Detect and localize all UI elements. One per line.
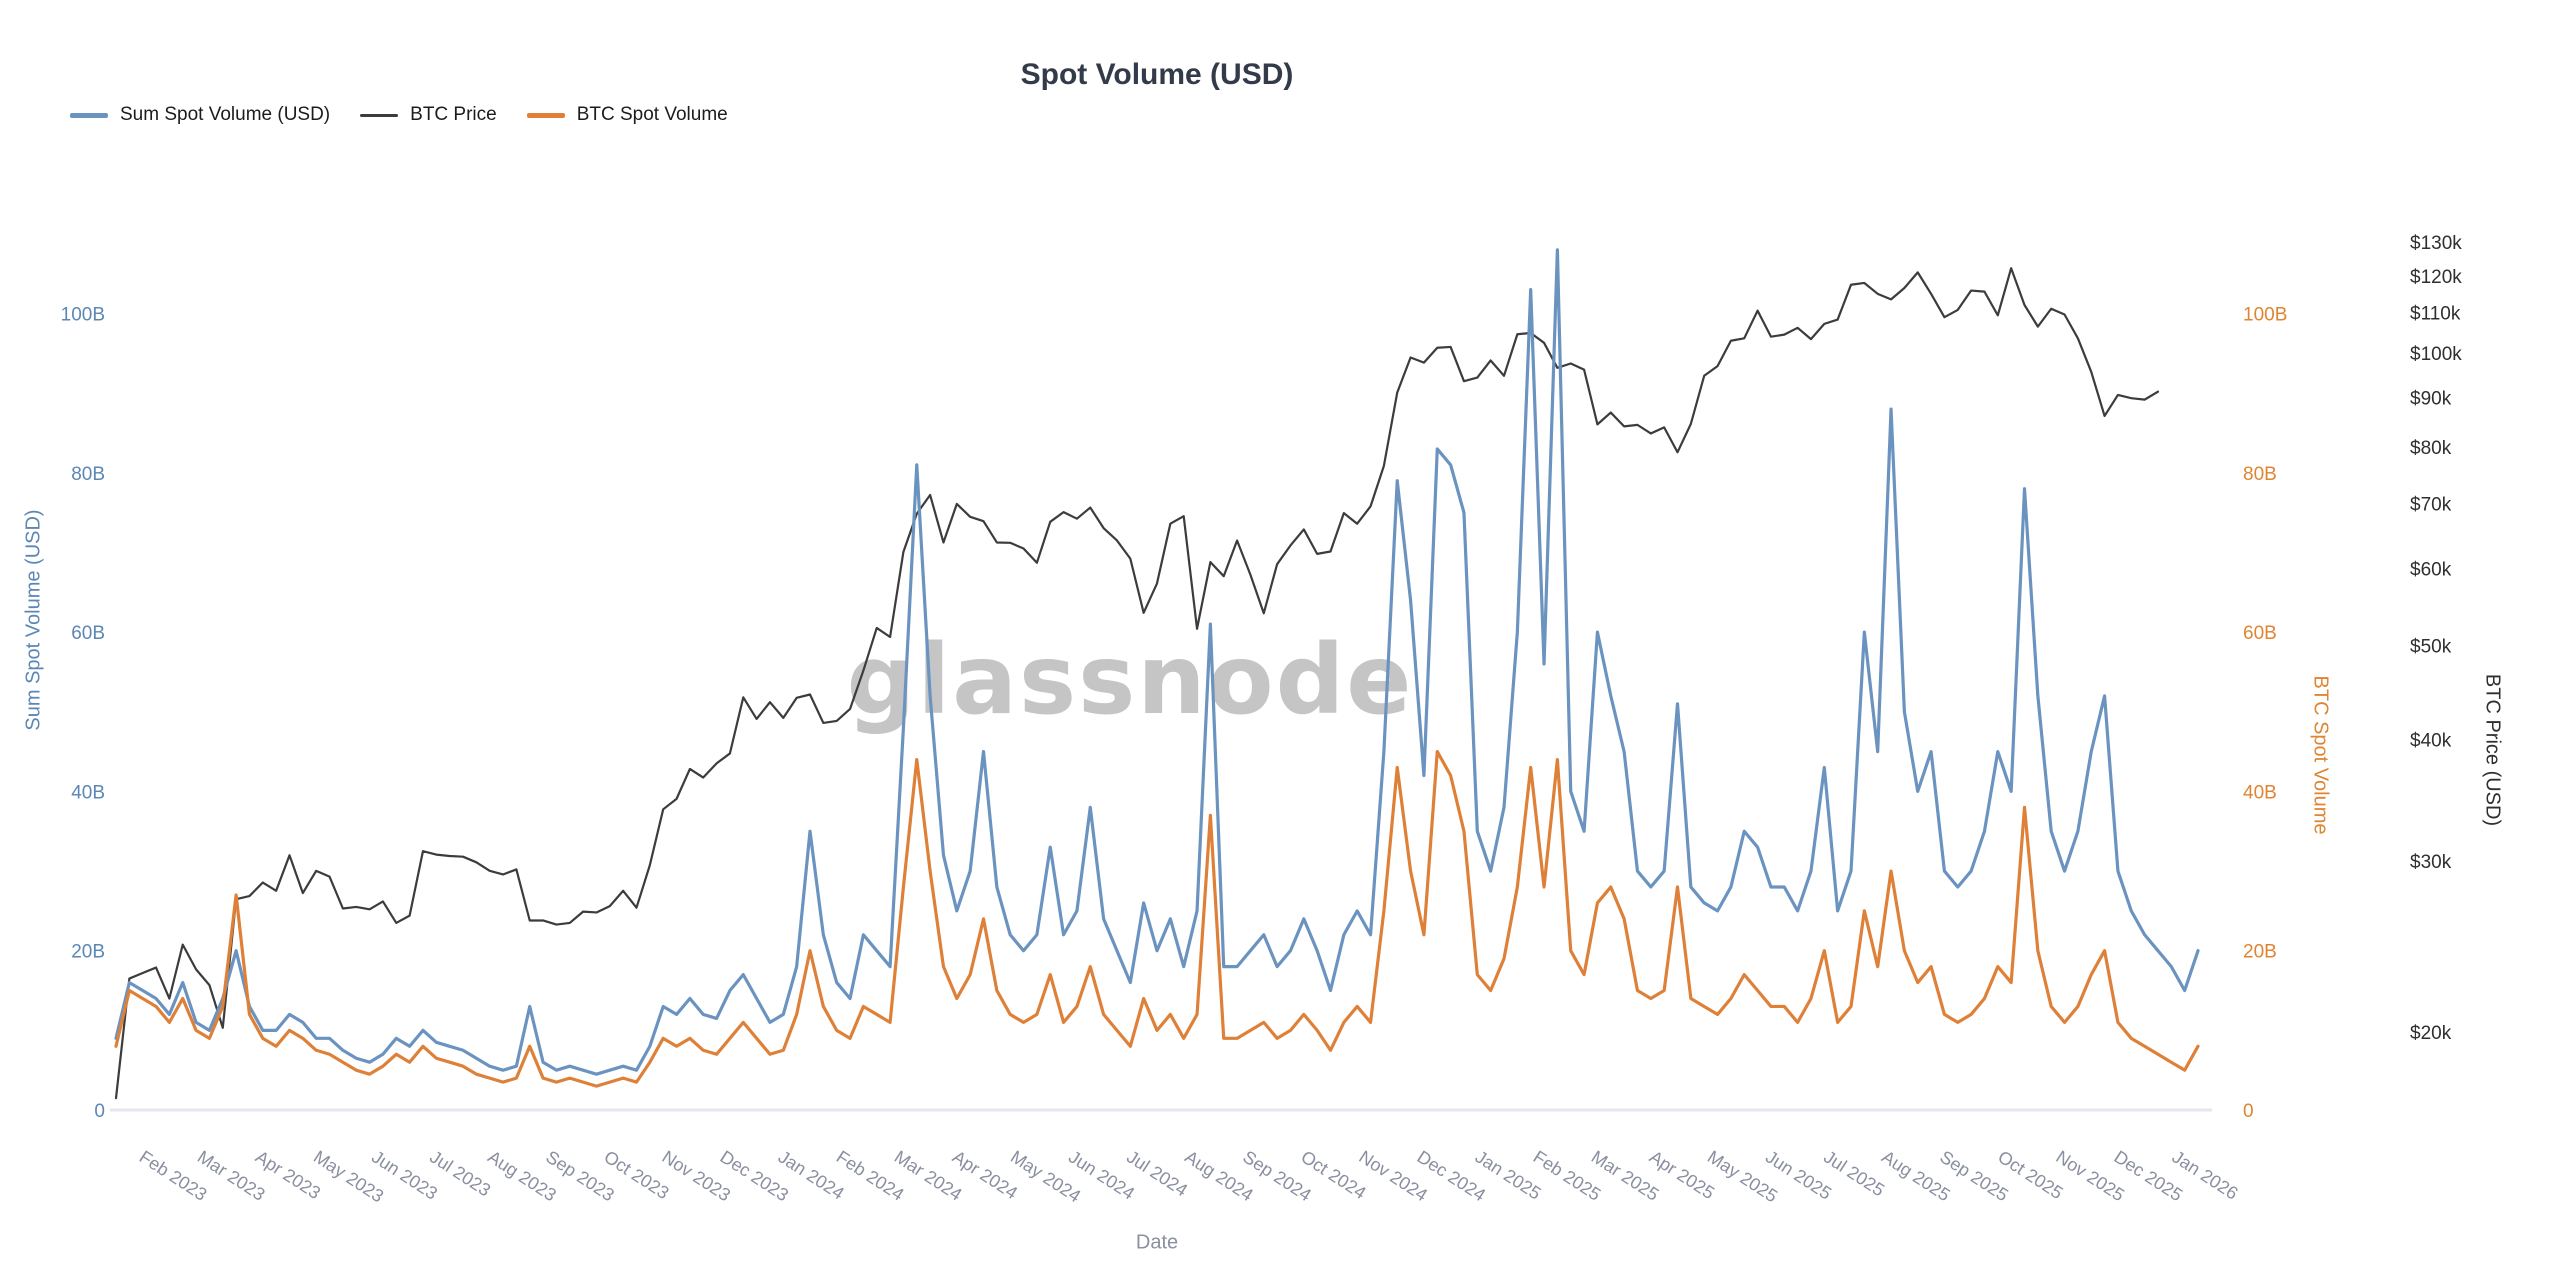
- price-tick-label: $90k: [2410, 388, 2452, 409]
- price-tick-label: $80k: [2410, 438, 2452, 459]
- legend-swatch-btc-spot-volume-icon: [526, 112, 565, 118]
- left-volume-tick-label: 100B: [61, 305, 105, 326]
- price-tick-label: $60k: [2410, 559, 2452, 580]
- left-volume-tick-label: 60B: [71, 623, 105, 644]
- sum-spot-volume-line: [114, 248, 2200, 1076]
- right-volume-tick-label: 100B: [2243, 305, 2287, 326]
- chart-legend: Sum Spot Volume (USD) BTC Price BTC Spot…: [70, 104, 728, 126]
- btc-price-line: [114, 267, 2160, 1100]
- price-tick-label: $40k: [2410, 730, 2452, 751]
- price-tick-label: $50k: [2410, 636, 2452, 657]
- x-axis-title: Date: [1135, 1231, 1179, 1254]
- legend-label-sum-spot-volume: Sum Spot Volume (USD): [120, 104, 331, 125]
- left-volume-tick-label: 0: [94, 1101, 105, 1122]
- price-tick-label: $20k: [2410, 1023, 2452, 1044]
- right-volume-tick-label: 80B: [2243, 464, 2277, 485]
- legend-swatch-btc-price-icon: [360, 113, 399, 117]
- price-tick-label: $110k: [2410, 304, 2461, 325]
- legend-item-btc-spot-volume[interactable]: BTC Spot Volume: [526, 104, 728, 126]
- left-volume-tick-label: 40B: [71, 782, 105, 803]
- right-volume-tick-label: 60B: [2243, 623, 2277, 644]
- right-volume-tick-label: 20B: [2243, 942, 2277, 963]
- right-volume-tick-label: 0: [2243, 1101, 2254, 1122]
- glassnode-watermark: glassnode: [846, 624, 1414, 736]
- price-tick-label: $70k: [2410, 494, 2452, 515]
- legend-item-btc-price[interactable]: BTC Price: [360, 104, 497, 126]
- legend-swatch-sum-spot-volume-icon: [70, 112, 108, 118]
- price-tick-label: $100k: [2410, 344, 2462, 365]
- left-volume-tick-label: 80B: [71, 464, 105, 485]
- price-tick-label: $130k: [2410, 233, 2462, 254]
- price-tick-label: $120k: [2410, 267, 2462, 288]
- btc-spot-volume-line: [114, 749, 2200, 1088]
- legend-item-sum-spot-volume[interactable]: Sum Spot Volume (USD): [70, 104, 330, 126]
- chart-title: Spot Volume (USD): [1020, 58, 1294, 91]
- right-volume-tick-label: 40B: [2243, 782, 2277, 803]
- legend-label-btc-spot-volume: BTC Spot Volume: [576, 104, 728, 125]
- price-tick-label: $30k: [2410, 852, 2452, 873]
- left-volume-tick-label: 20B: [71, 942, 105, 963]
- legend-label-btc-price: BTC Price: [410, 104, 497, 125]
